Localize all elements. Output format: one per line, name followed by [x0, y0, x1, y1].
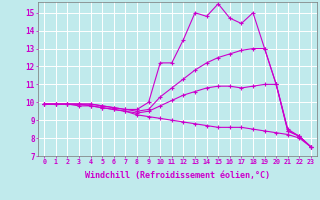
X-axis label: Windchill (Refroidissement éolien,°C): Windchill (Refroidissement éolien,°C) [85, 171, 270, 180]
